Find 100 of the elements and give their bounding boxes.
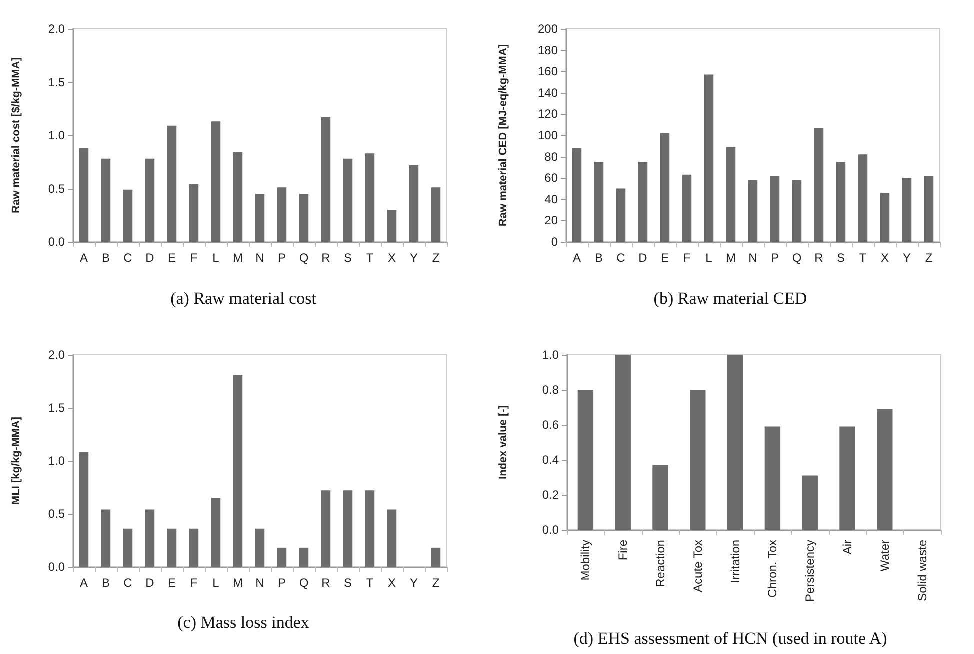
x-tick-label: N xyxy=(256,251,264,265)
bar xyxy=(594,162,604,242)
bar xyxy=(211,498,221,567)
x-tick-label: P xyxy=(278,576,286,590)
y-tick-label: 80 xyxy=(544,150,558,164)
bar xyxy=(802,476,818,530)
y-tick-label: 0 xyxy=(551,235,558,249)
bar xyxy=(690,390,706,530)
x-tick-label: Q xyxy=(299,251,309,265)
bar xyxy=(704,74,714,242)
y-tick-label: 1.5 xyxy=(48,75,66,90)
bar xyxy=(255,194,265,242)
x-tick-label: F xyxy=(683,251,691,265)
y-tick-label: 0.4 xyxy=(542,453,560,467)
y-tick-label: 140 xyxy=(538,86,558,100)
bar xyxy=(233,375,243,567)
text: (b) Raw material CED xyxy=(654,289,808,308)
y-tick-label: 0.0 xyxy=(542,523,560,537)
bar xyxy=(167,126,177,242)
bar xyxy=(255,528,265,567)
x-tick-label: A xyxy=(80,251,88,265)
y-tick-label: 0.2 xyxy=(542,488,560,502)
x-tick-label: A xyxy=(80,576,88,590)
bar xyxy=(652,465,668,530)
y-tick-label: 40 xyxy=(544,192,558,206)
x-tick-label: Fire xyxy=(616,540,630,561)
x-tick-label: S xyxy=(344,251,352,265)
x-tick-label: E xyxy=(168,251,176,265)
bar xyxy=(615,355,631,530)
bar xyxy=(660,133,670,242)
x-tick-label: T xyxy=(859,251,868,265)
x-tick-label: Y xyxy=(410,576,418,590)
y-tick-label: 0.6 xyxy=(542,418,560,432)
x-tick-label: Acute Tox xyxy=(690,540,705,592)
bar xyxy=(431,188,441,242)
bar xyxy=(638,162,648,242)
x-tick-label: R xyxy=(322,576,331,590)
x-tick-label: T xyxy=(366,576,374,590)
bar xyxy=(299,548,309,567)
bar xyxy=(211,122,221,242)
bar xyxy=(145,510,155,567)
y-tick-label: 160 xyxy=(538,64,558,79)
bar xyxy=(409,165,419,242)
x-tick-label: Air xyxy=(840,540,854,555)
bar xyxy=(233,152,243,242)
x-tick-label: P xyxy=(770,251,780,265)
x-tick-label: Reaction xyxy=(654,540,668,588)
bar xyxy=(877,409,893,530)
x-tick-label: X xyxy=(880,251,890,265)
y-tick-label: 1.0 xyxy=(48,128,66,142)
y-tick-label: 200 xyxy=(538,22,558,36)
bar xyxy=(727,355,744,530)
bar xyxy=(101,158,111,242)
x-tick-label: N xyxy=(256,576,264,590)
bar xyxy=(858,154,868,242)
x-tick-label: Q xyxy=(792,251,802,265)
bar xyxy=(387,510,397,567)
x-tick-label: B xyxy=(102,576,110,590)
y-axis-title: MLI [kg/kg-MMA] xyxy=(10,416,22,505)
y-axis-title: Index value [-] xyxy=(498,405,510,480)
y-tick-label: 100 xyxy=(538,128,558,142)
text: (c) Mass loss index xyxy=(178,613,310,632)
x-tick-label: Chron. Tox xyxy=(766,540,780,598)
x-tick-label: F xyxy=(190,576,198,590)
x-tick-label: M xyxy=(233,576,243,590)
x-tick-label: Q xyxy=(299,576,309,590)
x-tick-label: S xyxy=(836,251,846,265)
y-tick-label: 0.8 xyxy=(542,383,560,397)
x-tick-label: M xyxy=(233,251,243,265)
x-tick-label: D xyxy=(146,251,155,265)
y-tick-label: 1.5 xyxy=(48,401,66,415)
bar xyxy=(167,528,177,567)
y-tick-label: 20 xyxy=(544,214,558,228)
x-tick-label: C xyxy=(124,251,133,265)
bar xyxy=(79,452,89,567)
y-axis-title: Raw material cost [$/kg-MMA] xyxy=(10,57,22,214)
x-tick-label: N xyxy=(748,251,758,265)
bar xyxy=(189,184,199,242)
y-tick-label: 2.0 xyxy=(48,22,66,36)
x-tick-label: C xyxy=(124,576,133,590)
x-tick-label: Z xyxy=(432,576,440,590)
bar xyxy=(431,548,441,567)
bar xyxy=(616,188,626,242)
x-tick-label: R xyxy=(322,251,331,265)
bar xyxy=(902,178,912,242)
x-tick-label: B xyxy=(594,251,604,265)
x-tick-label: X xyxy=(388,251,396,265)
x-tick-label: X xyxy=(388,576,396,590)
bar xyxy=(836,162,846,242)
bar xyxy=(748,180,758,242)
y-tick-label: 60 xyxy=(544,171,558,186)
bar xyxy=(578,390,594,530)
y-tick-label: 0.5 xyxy=(48,182,66,196)
x-tick-label: E xyxy=(168,576,176,590)
x-tick-label: Z xyxy=(432,251,440,265)
text: (d) EHS assessment of HCN (used in route A) xyxy=(574,629,888,648)
bar xyxy=(365,490,375,567)
x-tick-label: Persistency xyxy=(803,540,818,602)
bar xyxy=(572,148,582,242)
bar xyxy=(764,426,781,530)
